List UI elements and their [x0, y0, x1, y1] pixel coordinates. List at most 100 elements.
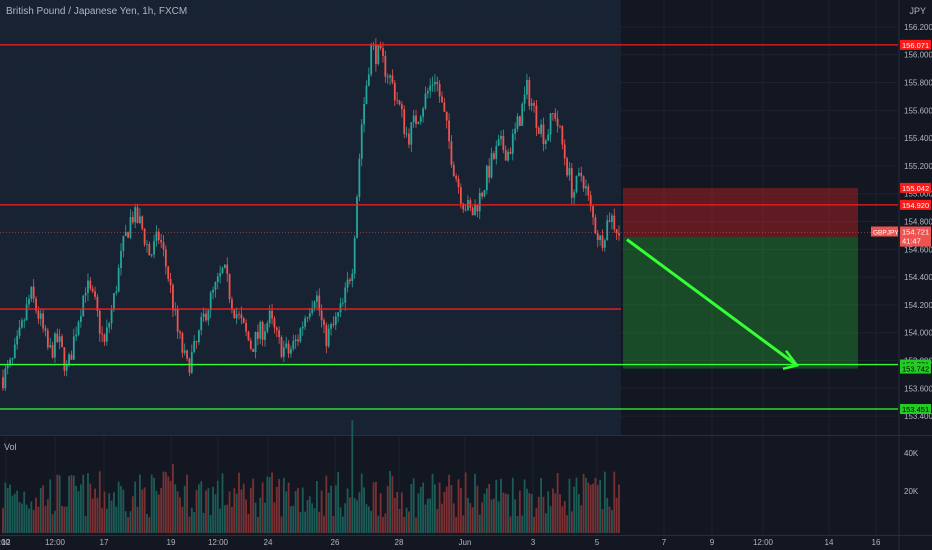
- candle-body: [141, 216, 144, 229]
- candle-body: [396, 100, 399, 102]
- volume-bar: [11, 495, 14, 533]
- time-tick-label: 12:00: [208, 538, 229, 547]
- candle-body: [360, 124, 363, 159]
- volume-bar: [207, 488, 210, 533]
- volume-bar: [601, 509, 604, 533]
- volume-bar: [148, 517, 151, 533]
- candle-body: [316, 295, 318, 302]
- candle-body: [242, 318, 245, 323]
- candle-body: [528, 79, 531, 106]
- candle-body: [436, 81, 439, 84]
- volume-bar: [316, 481, 318, 533]
- candle-body: [84, 292, 87, 296]
- candle-body: [131, 217, 134, 223]
- candle-body: [209, 292, 212, 311]
- candle-body: [608, 220, 611, 222]
- volume-bar: [452, 503, 455, 533]
- volume-bar: [282, 477, 285, 533]
- volume-bar: [179, 497, 181, 533]
- volume-bar: [585, 477, 587, 533]
- volume-bar: [580, 505, 583, 533]
- volume-bar: [367, 506, 370, 533]
- volume-bar: [209, 515, 212, 533]
- time-tick-label: 7: [662, 538, 667, 547]
- volume-bar: [247, 513, 250, 533]
- candle-body: [474, 204, 476, 216]
- candle-body: [611, 215, 613, 222]
- symbol-title[interactable]: British Pound / Japanese Yen, 1h, FXCM: [6, 6, 188, 17]
- volume-bar: [445, 486, 448, 533]
- candle-body: [580, 172, 583, 177]
- candle-body: [589, 195, 592, 207]
- volume-tick-label: 20K: [904, 487, 919, 496]
- candle-body: [16, 335, 19, 345]
- candle-body: [240, 314, 243, 319]
- candle-body: [82, 295, 85, 317]
- volume-bar: [231, 506, 233, 533]
- candle-body: [221, 267, 224, 274]
- volume-bar: [325, 475, 328, 533]
- candle-body: [358, 158, 361, 197]
- volume-bar: [478, 514, 481, 533]
- candle-body: [37, 310, 40, 319]
- candle-body: [6, 364, 9, 369]
- volume-bar: [214, 494, 217, 533]
- volume-bar: [511, 477, 514, 533]
- volume-bar: [136, 506, 139, 533]
- candle-body: [65, 364, 68, 371]
- candle-body: [400, 104, 403, 110]
- volume-bar: [252, 478, 255, 533]
- candle-body: [54, 333, 56, 358]
- candle-body: [115, 291, 118, 294]
- volume-bar: [330, 485, 332, 533]
- symbol-badge: GBPJPY: [873, 230, 899, 237]
- candle-body: [157, 231, 160, 241]
- candle-body: [393, 82, 396, 101]
- price-tick-label: 154.400: [904, 273, 932, 282]
- volume-bar: [280, 516, 283, 533]
- candle-body: [176, 308, 179, 332]
- volume-bar: [346, 488, 349, 533]
- candle-body: [172, 285, 174, 311]
- candle-body: [606, 220, 609, 241]
- candle-body: [495, 145, 498, 159]
- volume-bar: [268, 477, 271, 533]
- volume-bar: [365, 504, 368, 533]
- price-tick-label: 154.000: [904, 329, 932, 338]
- time-tick-label: 16: [872, 538, 881, 547]
- candle-body: [207, 310, 210, 321]
- volume-bar: [4, 482, 7, 533]
- candle-body: [585, 186, 587, 189]
- symbol-badge-bg: [871, 226, 898, 237]
- candle-body: [599, 235, 602, 241]
- volume-bar: [528, 493, 531, 533]
- volume-bar: [474, 473, 476, 533]
- volume-label: Vol: [4, 442, 17, 452]
- candle-body: [89, 280, 92, 289]
- candle-body: [108, 323, 111, 328]
- volume-bar: [575, 477, 578, 533]
- time-tick-label: 26: [331, 538, 340, 547]
- volume-bar: [544, 513, 547, 533]
- candle-body: [46, 330, 49, 348]
- volume-bar: [96, 497, 99, 533]
- candle-body: [594, 217, 597, 234]
- stop-loss-tag-bg: [900, 182, 931, 193]
- volume-bar: [351, 420, 354, 533]
- volume-bar: [153, 477, 155, 533]
- volume-bar: [275, 486, 278, 533]
- candle-body: [601, 235, 604, 248]
- candle-body: [136, 207, 139, 224]
- volume-bar: [523, 479, 526, 533]
- stop-loss-zone: [623, 187, 858, 237]
- volume-bar: [455, 516, 458, 533]
- candle-body: [485, 165, 488, 191]
- volume-bar: [68, 475, 70, 533]
- volume-bar: [377, 515, 380, 533]
- volume-bar: [400, 492, 403, 533]
- volume-bar: [157, 494, 160, 533]
- time-tick-label: 19: [167, 538, 176, 547]
- candle-body: [464, 209, 467, 211]
- volume-bar: [127, 517, 129, 533]
